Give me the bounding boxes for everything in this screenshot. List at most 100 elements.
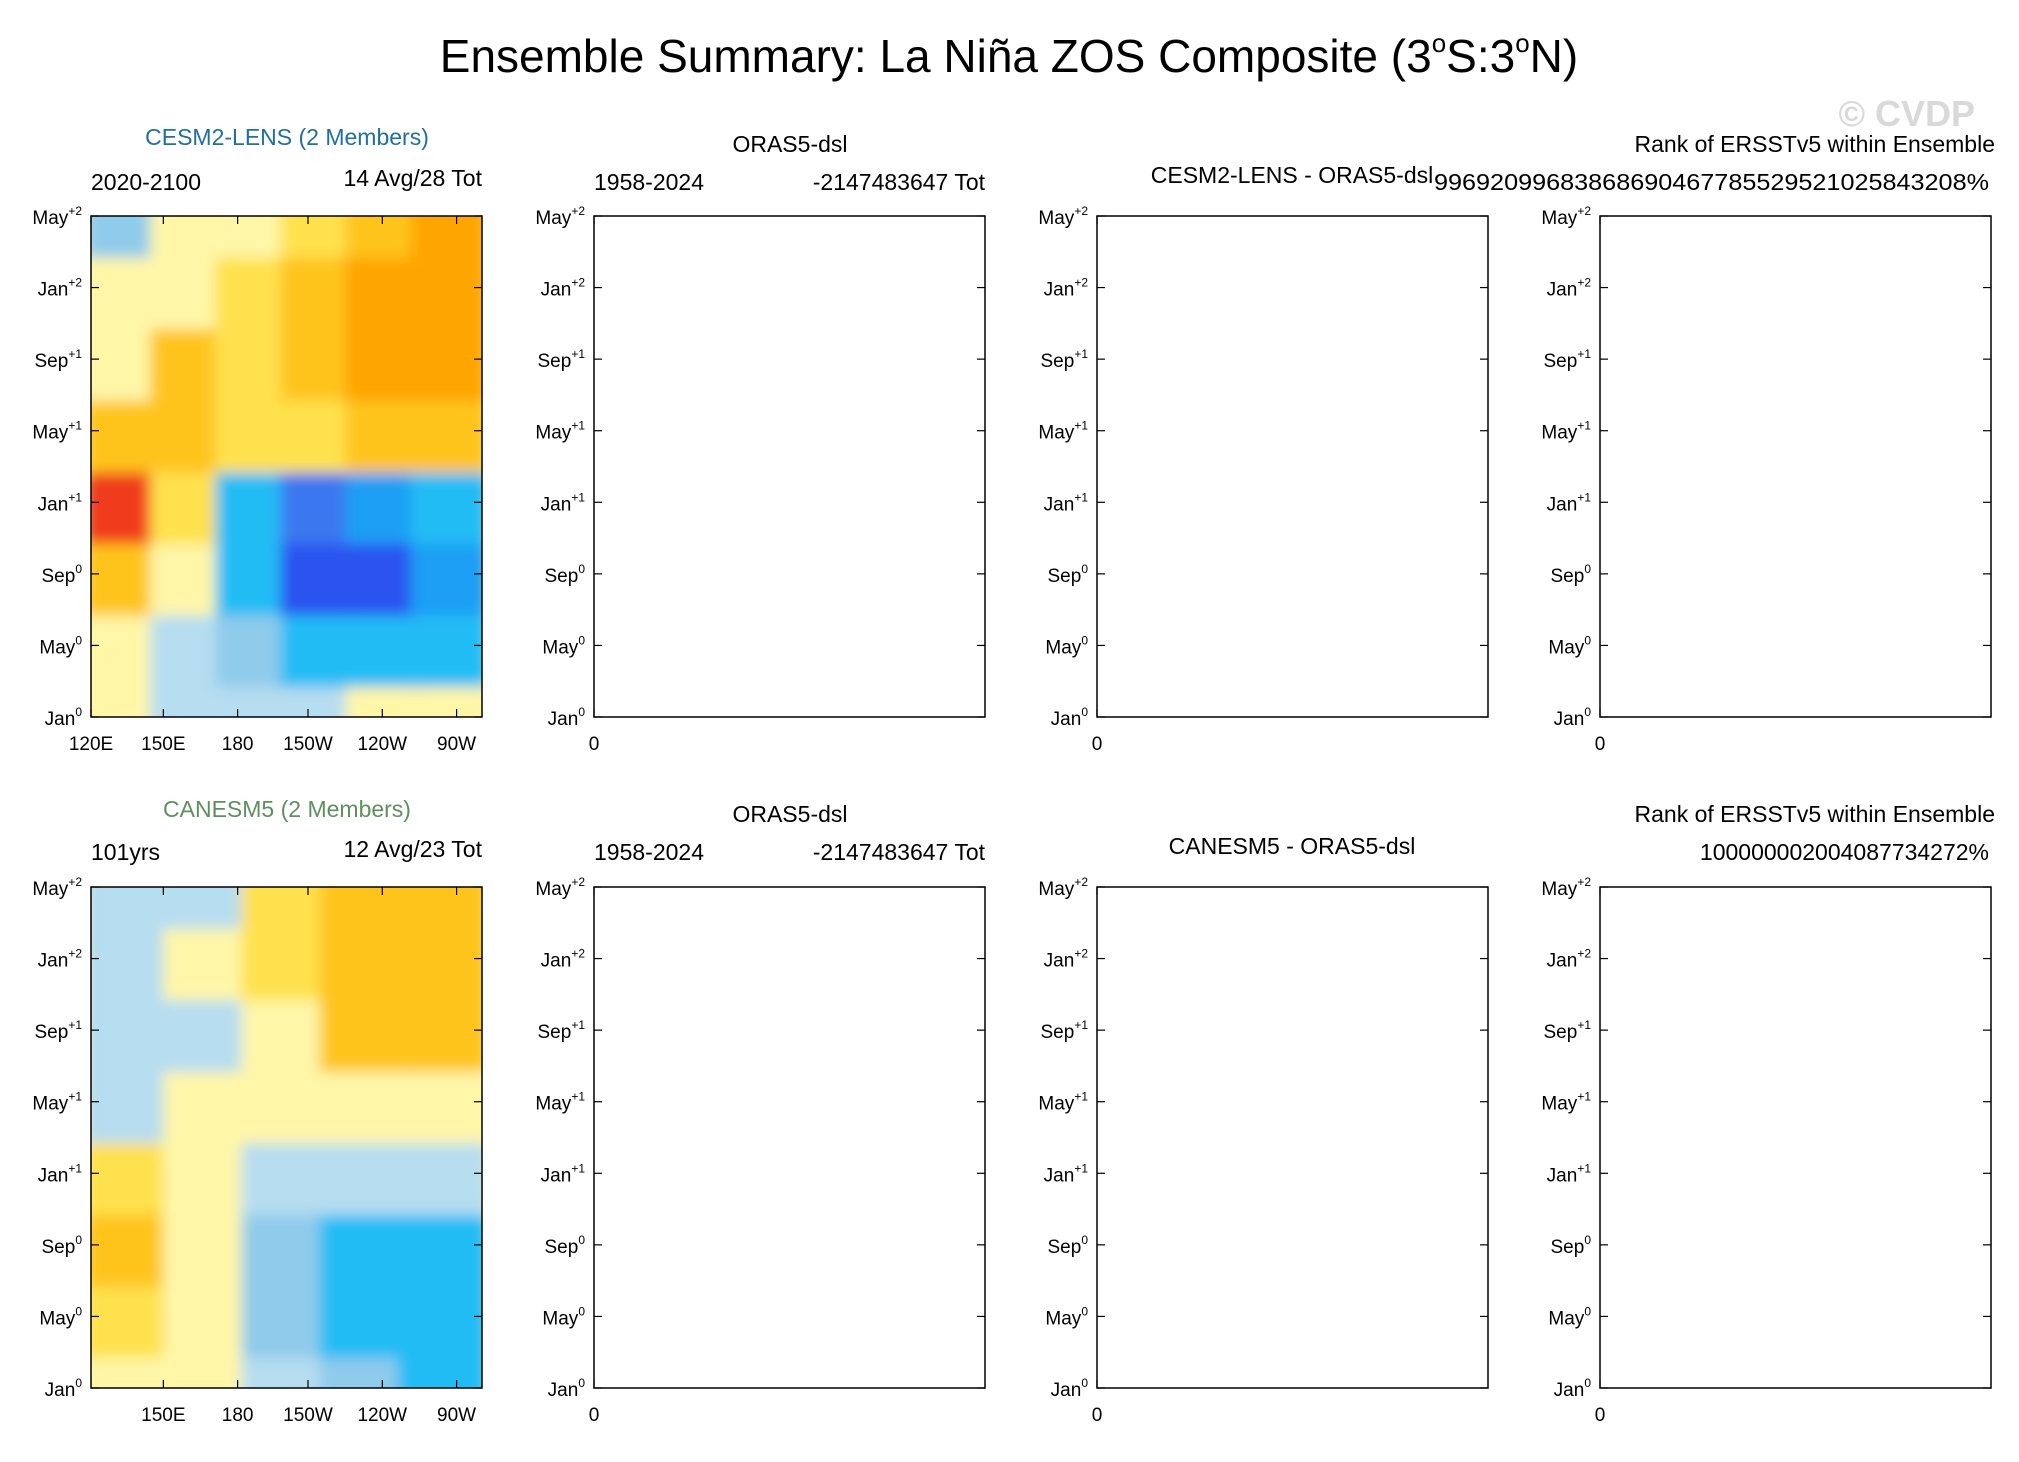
cesm2-lens-counts: 14 Avg/28 Tot xyxy=(343,165,482,191)
canesm5-cell xyxy=(241,1274,332,1359)
cesm2-lens-xtick-label: 120E xyxy=(69,734,113,755)
cesm2-lens-xtick-label: 150W xyxy=(283,734,333,755)
row2-obs-panel: ORAS5-dsl 1958-2024 -2147483647 Tot Jan0… xyxy=(535,801,986,1426)
canesm5-xtick-label: 90W xyxy=(437,1405,476,1426)
canesm5-cell xyxy=(241,887,332,929)
cesm2-lens-ytick-label: Jan0 xyxy=(45,705,83,730)
row2-obs-counts: -2147483647 Tot xyxy=(813,839,986,865)
canesm5-cell xyxy=(319,887,410,929)
canesm5-cell xyxy=(163,916,254,1001)
row1-rank-ytick-label: Jan0 xyxy=(1554,705,1592,730)
row1-obs-counts: -2147483647 Tot xyxy=(813,169,986,195)
row1-diff-ytick-label: May+2 xyxy=(1038,204,1088,229)
cesm2-lens-cell xyxy=(280,245,358,330)
cesm2-lens-cell xyxy=(345,245,423,330)
cesm2-lens-cell xyxy=(345,216,423,258)
row1-obs-ytick-label: Sep+1 xyxy=(538,347,586,372)
row1-rank-ytick-label: May+1 xyxy=(1541,419,1591,444)
row2-obs-ytick-label: Sep0 xyxy=(545,1233,586,1258)
row1-diff-ytick-label: May0 xyxy=(1045,633,1088,658)
row2-diff-xtick-label: 0 xyxy=(1092,1405,1103,1426)
cesm2-lens-panel: CESM2-LENS (2 Members) 2020-2100 14 Avg/… xyxy=(32,124,483,755)
row2-rank-ytick-label: May+1 xyxy=(1541,1090,1591,1115)
row1-rank-ytick-label: Sep0 xyxy=(1551,562,1592,587)
cesm2-lens-cell xyxy=(280,460,358,545)
row1-diff-title: CESM2-LENS - ORAS5-dsl xyxy=(1151,162,1433,188)
canesm5-ytick-label: May+2 xyxy=(32,875,82,900)
canesm5-cell xyxy=(163,988,254,1072)
row1-diff-ytick-label: Sep+1 xyxy=(1041,347,1089,372)
row2-obs-ytick-label: May+1 xyxy=(535,1090,585,1115)
canesm5-cell xyxy=(397,916,482,1001)
row2-obs-ytick-label: Jan+2 xyxy=(541,947,586,972)
canesm5-xtick-label: 120W xyxy=(357,1405,407,1426)
row1-rank-ytick-label: Sep+1 xyxy=(1544,347,1592,372)
row2-rank-ytick-label: Sep+1 xyxy=(1544,1018,1592,1043)
cesm2-lens-cell xyxy=(215,245,293,330)
row2-diff-panel: CANESM5 - ORAS5-dsl Jan0 May0 Sep0 Jan+1 May… xyxy=(1038,833,1489,1426)
cesm2-lens-cell xyxy=(150,388,228,473)
row1-diff-ytick-label: Sep0 xyxy=(1048,562,1089,587)
canesm5-cell xyxy=(163,1131,254,1216)
row2-obs-ytick-label: May+2 xyxy=(535,875,585,900)
canesm5-ytick-label: May+1 xyxy=(32,1090,82,1115)
row1-obs-ytick-label: May+1 xyxy=(535,419,585,444)
cesm2-lens-xtick-label: 180 xyxy=(222,734,254,755)
cesm2-lens-cell xyxy=(410,460,482,545)
row1-rank-frame xyxy=(1599,215,1992,718)
canesm5-cell xyxy=(91,1203,176,1287)
cesm2-lens-ytick-label: Sep0 xyxy=(42,562,83,587)
row1-obs-panel: ORAS5-dsl 1958-2024 -2147483647 Tot Jan0… xyxy=(535,131,986,755)
row2-obs-ytick-label: May0 xyxy=(542,1304,585,1329)
row1-diff-frame xyxy=(1096,215,1489,718)
canesm5-ytick-label: Jan+1 xyxy=(38,1161,83,1186)
canesm5-cell xyxy=(397,1203,482,1287)
canesm5-frame xyxy=(90,886,483,1389)
row1-diff-ytick-label: May+1 xyxy=(1038,419,1088,444)
row2-rank-value: 100000002004087734272% xyxy=(1700,839,1989,865)
canesm5-cell xyxy=(319,988,410,1072)
row1-obs-ytick-label: May0 xyxy=(542,633,585,658)
canesm5-cell xyxy=(91,916,176,1001)
cesm2-lens-cell xyxy=(345,388,423,473)
canesm5-cell xyxy=(241,1059,332,1144)
row1-diff-panel: CESM2-LENS - ORAS5-dsl Jan0 May0 Sep0 Jan+1… xyxy=(1038,162,1489,755)
cesm2-lens-ytick-label: Sep+1 xyxy=(35,347,83,372)
canesm5-title: CANESM5 (2 Members) xyxy=(163,796,411,822)
row1-obs-xtick-label: 0 xyxy=(589,734,600,755)
row2-rank-frame xyxy=(1599,886,1992,1389)
canesm5-cell xyxy=(319,1203,410,1287)
canesm5-ytick-label: Jan0 xyxy=(45,1376,83,1401)
cesm2-lens-cell xyxy=(410,317,482,401)
cesm2-lens-cell xyxy=(345,317,423,401)
row2-rank-ytick-label: Jan+2 xyxy=(1547,947,1592,972)
row2-obs-frame xyxy=(593,886,986,1389)
row2-diff-ytick-label: May+2 xyxy=(1038,875,1088,900)
canesm5-cell xyxy=(319,1274,410,1359)
row1-diff-ytick-label: Jan+1 xyxy=(1044,490,1089,515)
canesm5-cell xyxy=(241,916,332,1001)
canesm5-cell xyxy=(397,1274,482,1359)
canesm5-ytick-label: May0 xyxy=(39,1304,82,1329)
row2-obs-years: 1958-2024 xyxy=(594,839,704,865)
row1-diff-xtick-label: 0 xyxy=(1092,734,1103,755)
row1-diff-ytick-label: Jan0 xyxy=(1051,705,1089,730)
cesm2-lens-xtick-label: 150E xyxy=(141,734,185,755)
row2-rank-ytick-label: Jan0 xyxy=(1554,1376,1592,1401)
canesm5-panel: CANESM5 (2 Members) 101yrs 12 Avg/23 Tot… xyxy=(32,796,483,1426)
cesm2-lens-cell xyxy=(150,532,228,616)
cesm2-lens-cell xyxy=(150,460,228,545)
canesm5-cell xyxy=(91,1059,176,1144)
cesm2-lens-cell xyxy=(345,460,423,545)
canesm5-xtick-label: 180 xyxy=(222,1405,254,1426)
row2-diff-title: CANESM5 - ORAS5-dsl xyxy=(1169,833,1416,859)
canesm5-cell xyxy=(91,988,176,1072)
row2-rank-xtick-label: 0 xyxy=(1595,1405,1606,1426)
canesm5-cell xyxy=(397,887,482,929)
cesm2-lens-cell xyxy=(410,216,482,258)
canesm5-cell xyxy=(241,1203,332,1287)
row2-diff-ytick-label: Jan+1 xyxy=(1044,1161,1089,1186)
row2-obs-xtick-label: 0 xyxy=(589,1405,600,1426)
row2-obs-ytick-label: Jan0 xyxy=(548,1376,586,1401)
row1-obs-frame xyxy=(593,215,986,718)
